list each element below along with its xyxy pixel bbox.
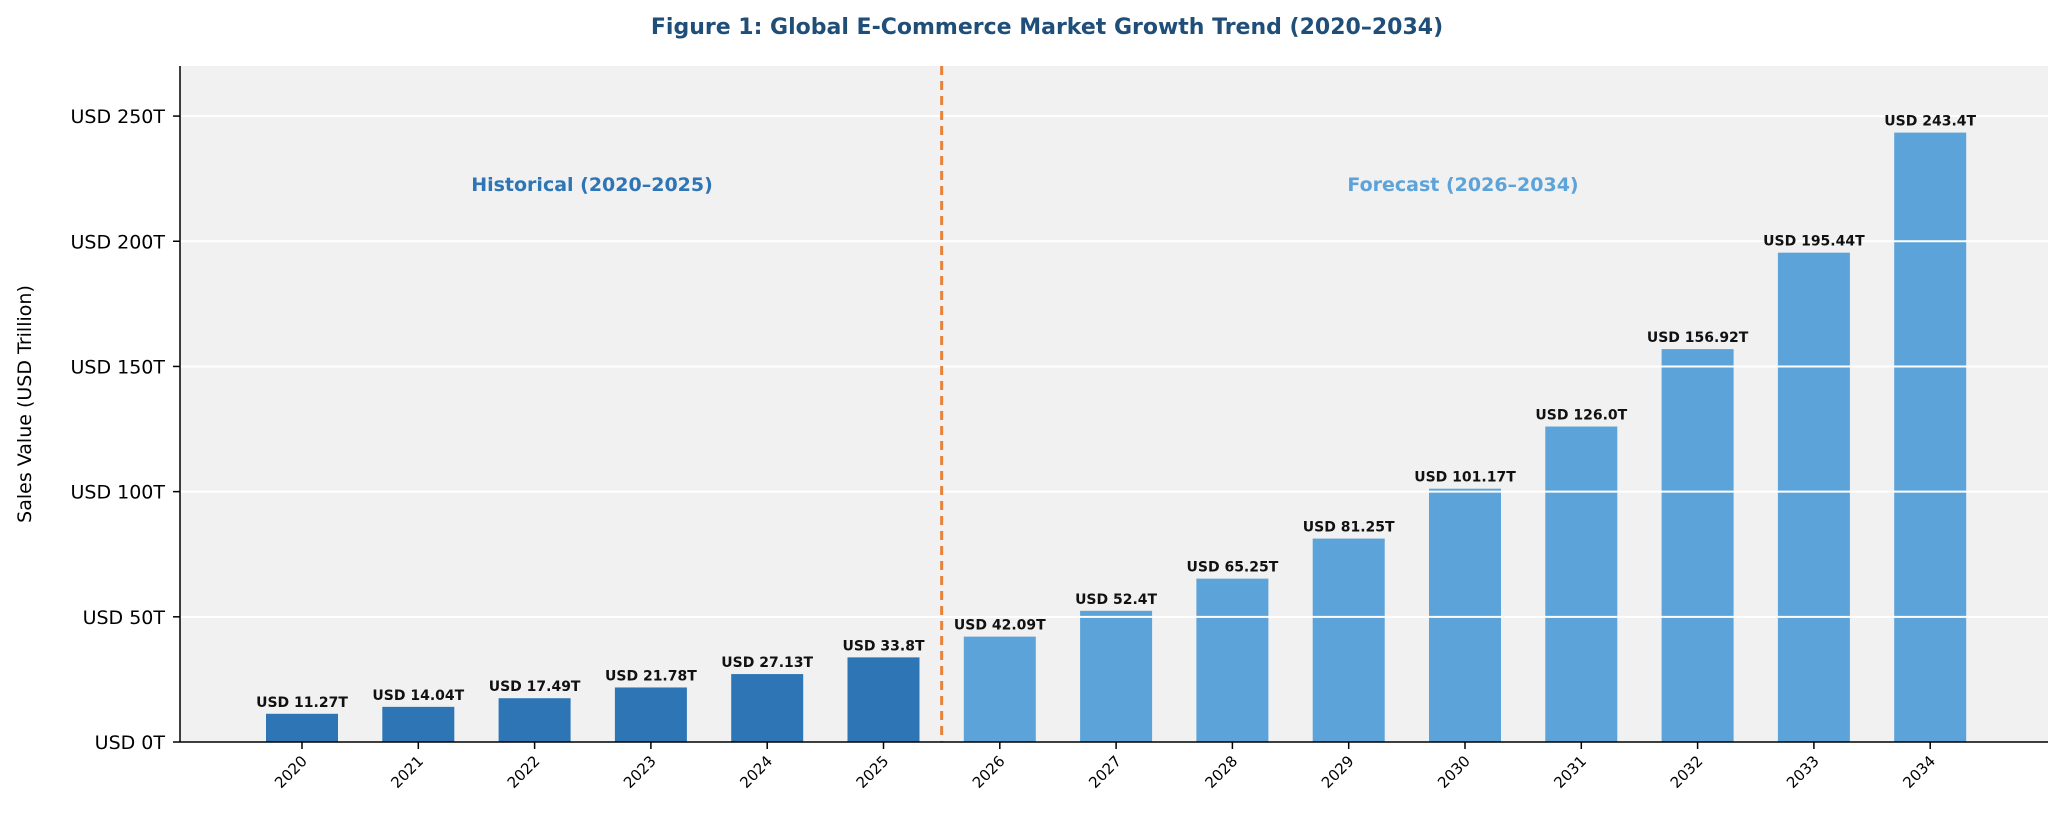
x-tick-label: 2030 <box>1434 752 1474 792</box>
data-label: USD 156.92T <box>1647 330 1749 346</box>
x-tick-label: 2026 <box>969 752 1009 792</box>
data-label: USD 14.04T <box>372 688 464 704</box>
bar <box>1312 538 1385 742</box>
bar <box>614 687 687 742</box>
y-tick-label: USD 150T <box>70 356 165 378</box>
bar <box>1777 252 1850 742</box>
data-label: USD 21.78T <box>605 668 697 684</box>
x-tick-label: 2033 <box>1783 752 1823 792</box>
bars <box>266 132 1967 743</box>
y-tick-label: USD 0T <box>95 732 166 754</box>
historical-annotation: Historical (2020–2025) <box>471 174 713 196</box>
bar <box>498 698 571 742</box>
x-tick-label: 2022 <box>504 752 544 792</box>
x-tick-label: 2034 <box>1899 752 1939 792</box>
x-tick-label: 2027 <box>1085 752 1125 792</box>
bar <box>1894 132 1967 743</box>
data-label: USD 11.27T <box>256 695 348 711</box>
bar <box>1080 610 1153 742</box>
bar <box>731 674 804 742</box>
data-label: USD 27.13T <box>721 655 813 671</box>
x-tick-label: 2032 <box>1667 752 1707 792</box>
x-tick-label: 2025 <box>853 752 893 792</box>
bar <box>847 657 920 742</box>
bar <box>1429 488 1501 742</box>
data-label: USD 195.44T <box>1763 234 1865 250</box>
x-tick-label: 2023 <box>620 752 660 792</box>
y-tick-label: USD 200T <box>70 231 165 253</box>
data-label: USD 52.4T <box>1075 592 1157 608</box>
bar <box>382 706 455 742</box>
data-label: USD 33.8T <box>842 638 924 654</box>
y-axis-label: Sales Value (USD Trillion) <box>14 285 36 523</box>
x-tick-label: 2020 <box>271 752 311 792</box>
data-label: USD 17.49T <box>489 679 581 695</box>
x-tick-label: 2029 <box>1318 752 1358 792</box>
y-tick-label: USD 250T <box>70 106 165 128</box>
x-tick-label: 2024 <box>736 752 776 792</box>
data-label: USD 126.0T <box>1535 408 1627 424</box>
y-tick-label: USD 50T <box>83 607 166 629</box>
grid-lines <box>180 115 2048 618</box>
y-tick-label: USD 100T <box>70 482 165 504</box>
data-labels: USD 11.27T USD 14.04T USD 17.49T USD 21.78T… <box>256 114 1976 711</box>
data-label: USD 101.17T <box>1414 470 1516 486</box>
bar <box>1196 578 1269 742</box>
data-label: USD 42.09T <box>954 618 1046 634</box>
forecast-annotation: Forecast (2026–2034) <box>1347 174 1578 196</box>
data-label: USD 65.25T <box>1187 560 1279 576</box>
bar <box>1661 349 1734 742</box>
x-tick-label: 2028 <box>1201 752 1241 792</box>
data-label: USD 243.4T <box>1884 114 1976 130</box>
x-tick-label: 2031 <box>1550 752 1590 792</box>
bar <box>1545 426 1618 742</box>
bar <box>963 636 1036 742</box>
chart-title: Figure 1: Global E-Commerce Market Growt… <box>651 15 1443 40</box>
y-ticks: USD 0T USD 50T USD 100T USD 150T USD 200T USD… <box>70 106 180 754</box>
bar <box>266 713 338 742</box>
x-ticks: 2020 2021 2022 2023 2024 2025 2026 2027 2028 2029… <box>271 742 1939 792</box>
data-label: USD 81.25T <box>1303 520 1395 536</box>
x-tick-label: 2021 <box>387 752 427 792</box>
